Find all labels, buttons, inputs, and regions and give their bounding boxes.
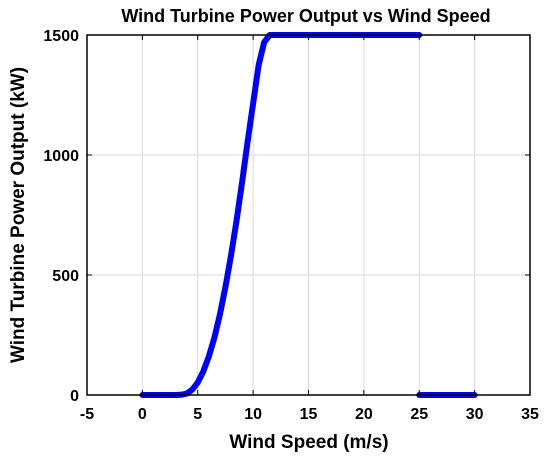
x-tick-label: 30	[466, 406, 484, 423]
chart-title: Wind Turbine Power Output vs Wind Speed	[121, 6, 490, 26]
x-tick-label: 35	[521, 406, 539, 423]
x-tick-label: -5	[80, 406, 94, 423]
x-tick-label: 0	[138, 406, 147, 423]
x-tick-label: 25	[410, 406, 428, 423]
x-tick-label: 10	[244, 406, 262, 423]
x-tick-label: 15	[300, 406, 318, 423]
y-tick-label: 500	[52, 268, 79, 285]
x-tick-label: 20	[355, 406, 373, 423]
y-tick-label: 0	[70, 388, 79, 405]
x-tick-label: 5	[193, 406, 202, 423]
y-tick-label: 1000	[43, 148, 79, 165]
y-tick-label: 1500	[43, 28, 79, 45]
x-axis-label: Wind Speed (m/s)	[229, 432, 388, 453]
y-axis-label: Wind Turbine Power Output (kW)	[8, 67, 29, 363]
